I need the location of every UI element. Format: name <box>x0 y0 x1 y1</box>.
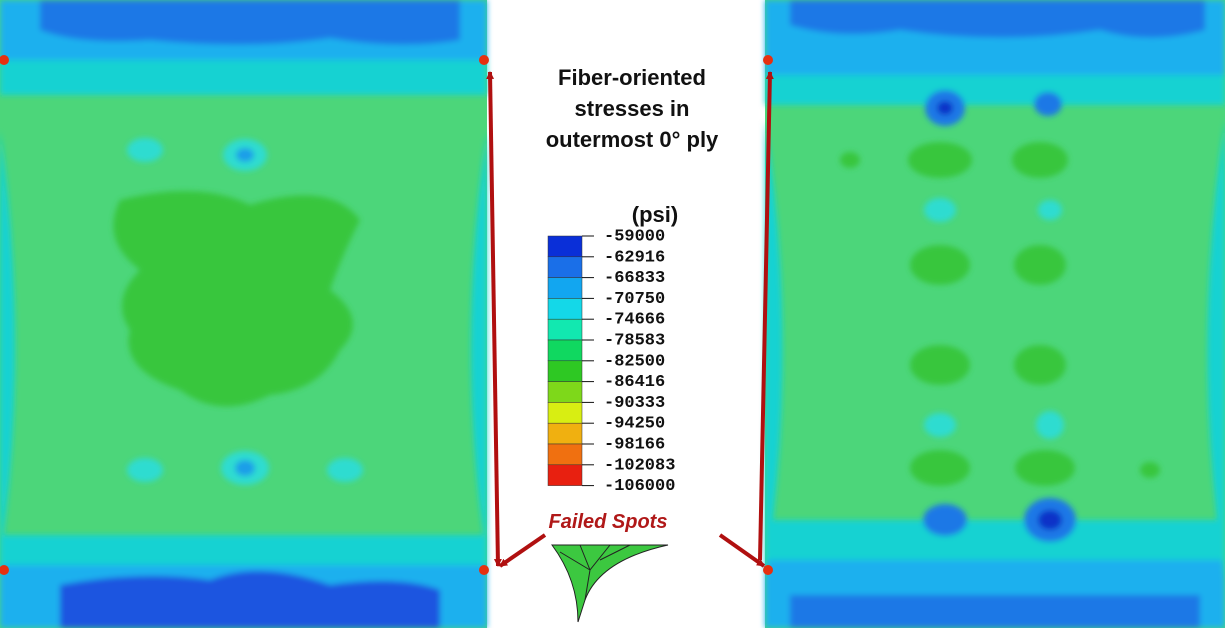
legend-swatch <box>547 381 583 403</box>
legend-label: -106000 <box>604 477 675 496</box>
legend-swatch <box>547 360 583 382</box>
legend-label: -94250 <box>604 415 665 434</box>
legend-label: -70750 <box>604 290 665 309</box>
arrow <box>758 71 774 561</box>
legend: (psi) -59000 -62916 -66833 -70750 -74666-785… <box>547 202 678 496</box>
legend-label: -102083 <box>604 456 675 475</box>
right-contour-plot <box>763 0 1225 628</box>
failed-spot-icon <box>551 544 669 623</box>
title-line: Fiber-oriented <box>558 65 706 90</box>
legend-swatch <box>547 443 583 466</box>
title-line: outermost 0° ply <box>546 127 719 152</box>
arrow <box>486 71 502 567</box>
legend-swatch <box>547 235 583 258</box>
legend-label: -62916 <box>604 248 665 267</box>
legend-unit: (psi) <box>632 202 678 227</box>
legend-swatch <box>547 318 583 341</box>
arrows <box>486 71 774 568</box>
legend-swatch <box>547 298 583 320</box>
legend-label: -59000 <box>604 227 665 246</box>
legend-label: -82500 <box>604 352 665 371</box>
legend-swatch <box>547 339 583 362</box>
title: Fiber-oriented stresses in outermost 0° pl… <box>546 65 719 152</box>
legend-swatch <box>547 277 583 299</box>
legend-label: -90333 <box>604 394 665 413</box>
legend-swatch <box>547 464 583 486</box>
legend-label: -78583 <box>604 331 665 350</box>
legend-swatch <box>547 256 583 278</box>
annotation: Failed Spots <box>549 511 668 533</box>
left-contour-plot <box>0 0 489 628</box>
arrow <box>718 533 766 568</box>
title-line: stresses in <box>575 96 690 121</box>
legend-label: -66833 <box>604 269 665 288</box>
legend-label: -86416 <box>604 373 665 392</box>
legend-swatch <box>547 402 583 424</box>
legend-label: -74666 <box>604 311 665 330</box>
legend-swatch <box>547 422 583 445</box>
arrow <box>498 533 547 568</box>
legend-label: -98166 <box>604 435 665 454</box>
